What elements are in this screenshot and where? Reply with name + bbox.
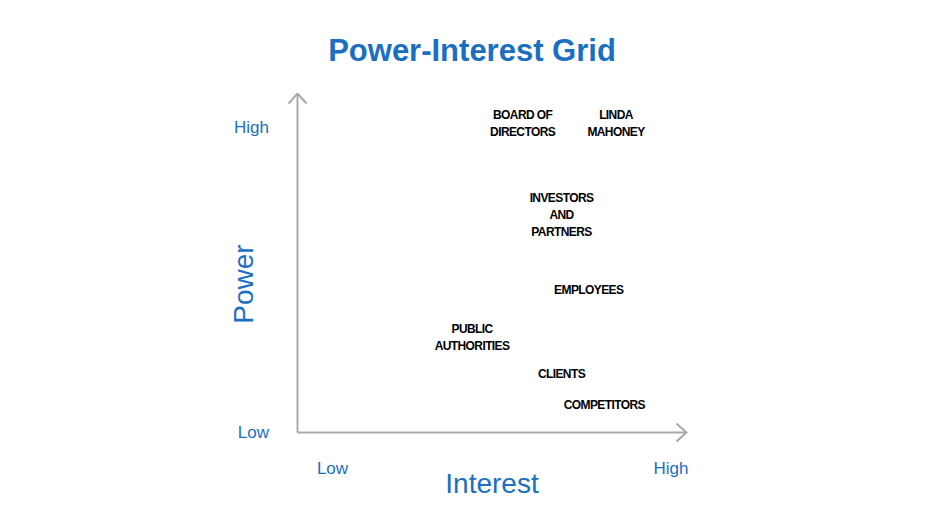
x-axis-line — [298, 432, 687, 434]
stakeholder: EMPLOYEES — [554, 283, 624, 297]
y-axis-line — [297, 94, 299, 433]
stakeholder-label: BOARD OF — [493, 108, 552, 122]
x-tick-label: Low — [317, 459, 349, 478]
stakeholder: PUBLIC AUTHORITIES — [435, 322, 510, 353]
stakeholder-label: DIRECTORS — [490, 125, 556, 139]
stakeholder-label: PARTNERS — [531, 225, 592, 239]
chart: Power-Interest Grid Low High Low High Interes… — [0, 0, 943, 530]
stakeholder-label: LINDA — [599, 108, 634, 122]
y-tick-label: High — [234, 118, 269, 137]
stakeholder-label: COMPETITORS — [564, 398, 646, 412]
stakeholder: BOARD OF DIRECTORS — [490, 108, 556, 139]
stakeholder-label: AUTHORITIES — [435, 339, 510, 353]
stakeholder-label: EMPLOYEES — [554, 283, 624, 297]
title: Power-Interest Grid — [328, 33, 616, 68]
y-tick: Low — [238, 423, 297, 442]
y-tick: High — [234, 118, 297, 137]
stakeholder-label: AND — [549, 208, 574, 222]
stakeholder: COMPETITORS — [564, 398, 646, 412]
points: BOARD OF DIRECTORS LINDA MAHONEY INVESTORS AN… — [435, 108, 646, 412]
x-axis-title: Interest — [445, 468, 539, 499]
stakeholder: LINDA MAHONEY — [587, 108, 645, 139]
stakeholder-label: PUBLIC — [452, 322, 494, 336]
stakeholder-label: INVESTORS — [530, 191, 594, 205]
stakeholder-label: MAHONEY — [587, 125, 645, 139]
stakeholder: INVESTORS AND PARTNERS — [530, 191, 594, 239]
y-axis-title: Power — [228, 244, 259, 323]
x-tick: High — [653, 432, 688, 478]
y-tick-label: Low — [238, 423, 270, 442]
stakeholder-label: CLIENTS — [538, 367, 586, 381]
x-tick-label: High — [653, 459, 688, 478]
x-tick: Low — [317, 432, 349, 478]
stakeholder: CLIENTS — [538, 367, 586, 381]
